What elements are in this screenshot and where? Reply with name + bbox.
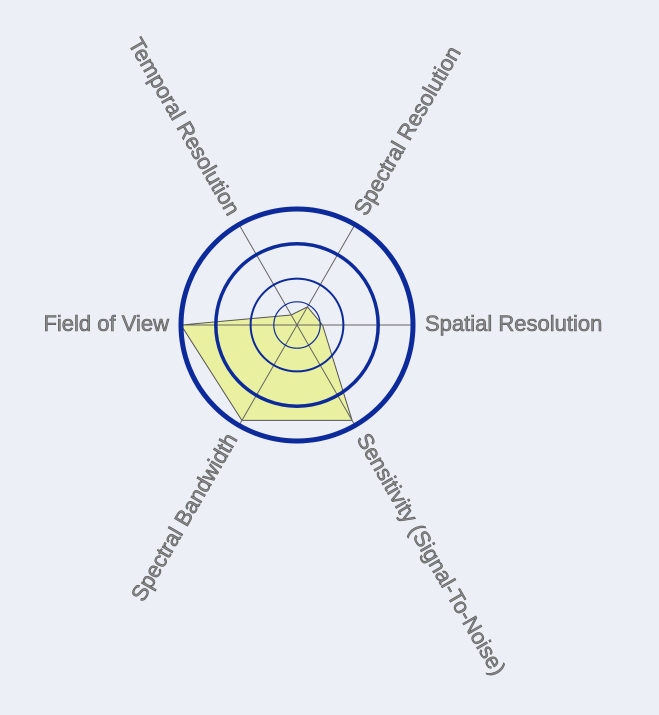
axis-line xyxy=(296,224,356,326)
grid-ring xyxy=(249,277,345,373)
axis-label: Spectral Bandwidth xyxy=(126,429,242,606)
axis-label: Sensitivity (Signal-To-Noise) xyxy=(352,429,511,680)
axis-label: Field of View xyxy=(43,311,169,336)
data-area xyxy=(180,306,353,421)
grid-ring xyxy=(178,206,416,444)
axis-line xyxy=(238,224,298,326)
grid-ring xyxy=(273,301,321,349)
axis-label: Spatial Resolution xyxy=(425,311,602,336)
axis-label: Temporal Resolution xyxy=(123,33,245,219)
axis-label: Spectral Resolution xyxy=(349,42,466,220)
grid-ring xyxy=(214,242,380,408)
axis-line xyxy=(238,324,298,426)
axis-line xyxy=(296,324,356,426)
